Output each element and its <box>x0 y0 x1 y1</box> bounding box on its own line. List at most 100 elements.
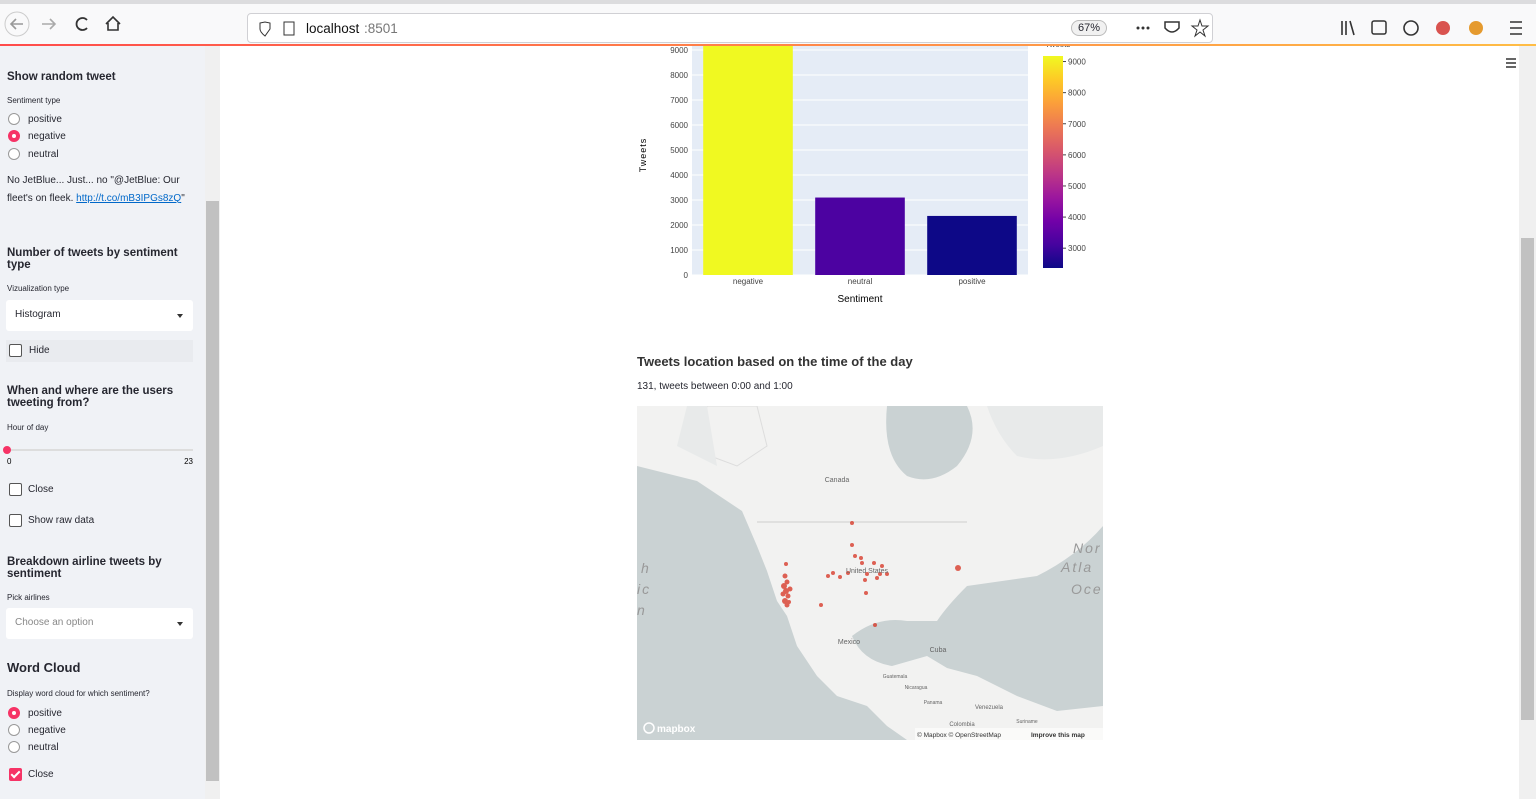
y-tick-label: 9000 <box>670 46 688 55</box>
radio[interactable] <box>8 148 20 160</box>
app-menu[interactable] <box>1504 57 1518 69</box>
improve-map[interactable]: Improve this map <box>1031 732 1085 739</box>
ocean-label: Oce <box>1071 581 1103 597</box>
extension[interactable] <box>1469 21 1483 35</box>
colorbar-tick-label: 6000 <box>1068 151 1086 160</box>
sidebar-toggle[interactable] <box>1371 20 1387 35</box>
section-title: Word Cloud <box>7 660 81 675</box>
map-label: Cuba <box>930 647 947 654</box>
zoom-level[interactable]: 67% <box>1071 20 1108 36</box>
select-placeholder: Choose an option <box>15 617 94 628</box>
sidebar: Show random tweet Sentiment type positiv… <box>0 46 205 799</box>
radio-label[interactable]: negative <box>28 725 66 736</box>
home-button[interactable] <box>105 15 121 31</box>
y-tick-label: 5000 <box>670 146 688 155</box>
scroll-thumb[interactable] <box>206 201 219 781</box>
colorbar-tick-label: 5000 <box>1068 182 1086 191</box>
page-scrollbar[interactable] <box>1519 46 1536 799</box>
y-tick-label: 1000 <box>670 246 688 255</box>
library[interactable] <box>1341 20 1355 36</box>
colorbar <box>1043 56 1063 268</box>
map-label: Venezuela <box>975 705 1004 711</box>
ocean-label: Nor <box>1073 540 1102 556</box>
checkbox[interactable] <box>9 344 22 357</box>
account[interactable] <box>1403 20 1419 36</box>
menu[interactable] <box>1510 21 1522 35</box>
select[interactable]: Choose an option <box>6 608 193 639</box>
select-value: Histogram <box>15 309 61 320</box>
widget-label: Sentiment type <box>7 96 61 105</box>
checkbox[interactable] <box>9 483 22 496</box>
url-bar[interactable]: localhost:8501 67% <box>247 13 1213 43</box>
section-heading: Tweets location based on the time of the… <box>637 354 913 369</box>
top-decoration <box>0 44 1536 46</box>
sidebar-scrollbar[interactable] <box>205 46 220 799</box>
colorbar-tick-label: 9000 <box>1068 58 1086 67</box>
colorbar-tick-label: 3000 <box>1068 244 1086 253</box>
y-tick-label: 7000 <box>670 96 688 105</box>
radio[interactable] <box>8 724 20 736</box>
bar <box>703 46 793 276</box>
extension[interactable] <box>1436 21 1450 35</box>
x-tick-label: negative <box>733 277 764 286</box>
radio[interactable] <box>8 741 20 753</box>
ocean-label: ic <box>637 581 651 597</box>
url-port: :8501 <box>364 21 398 36</box>
attribution[interactable]: © Mapbox © OpenStreetMap <box>917 731 1001 739</box>
section-title: When and where are the users tweeting fr… <box>7 385 174 409</box>
slider-max: 23 <box>184 457 193 466</box>
forward-button[interactable] <box>42 18 57 30</box>
colorbar-tick-label: 4000 <box>1068 213 1086 222</box>
checkbox-label[interactable]: Hide <box>29 345 50 356</box>
ocean-label: h <box>641 560 651 576</box>
slider-min: 0 <box>7 457 12 466</box>
colorbar-tick-label: 7000 <box>1068 120 1086 129</box>
tweet-link[interactable]: http://t.co/mB3IPGs8zQ <box>76 192 182 204</box>
radio-label[interactable]: positive <box>28 708 62 719</box>
widget-label: Display word cloud for which sentiment? <box>7 689 150 698</box>
map-label: Mexico <box>838 639 860 646</box>
map-label: Guatemala <box>883 674 908 680</box>
map-label: Panama <box>924 700 943 706</box>
map-label: Colombia <box>949 722 975 728</box>
y-tick-label: 8000 <box>670 71 688 80</box>
checkbox[interactable] <box>9 768 22 781</box>
back-button[interactable] <box>4 11 30 37</box>
x-axis-title: Sentiment <box>837 294 882 305</box>
radio[interactable] <box>8 130 20 142</box>
checkbox-label[interactable]: Show raw data <box>28 515 95 526</box>
tweet-end: " <box>181 192 185 204</box>
slider-handle[interactable] <box>3 446 11 454</box>
reload-button[interactable] <box>75 17 88 31</box>
widget-label: Pick airlines <box>7 593 50 602</box>
radio-label[interactable]: neutral <box>28 149 59 160</box>
section-title: Show random tweet <box>7 71 116 83</box>
bookmark[interactable] <box>1190 18 1210 38</box>
radio[interactable] <box>8 707 20 719</box>
x-tick-label: neutral <box>848 277 873 286</box>
checkbox-label[interactable]: Close <box>28 484 54 495</box>
colorbar-title: Tweets <box>1045 46 1070 49</box>
radio-label[interactable]: positive <box>28 114 62 125</box>
slider[interactable]: 0 23 <box>0 442 205 472</box>
y-axis-title: Tweets <box>638 138 648 173</box>
checkbox[interactable] <box>9 514 22 527</box>
y-tick-label: 6000 <box>670 121 688 130</box>
pocket[interactable] <box>1164 21 1180 33</box>
section-title: Breakdown airline tweets by sentiment <box>7 556 162 580</box>
scroll-thumb[interactable] <box>1521 238 1534 720</box>
mapbox-logo[interactable]: mapbox <box>657 724 696 735</box>
caption: 131, tweets between 0:00 and 1:00 <box>637 381 793 392</box>
radio-label[interactable]: negative <box>28 131 66 142</box>
checkbox-label[interactable]: Close <box>28 769 54 780</box>
section-title: Number of tweets by sentiment type <box>7 247 178 271</box>
y-tick-label: 3000 <box>670 196 688 205</box>
map[interactable]: Canada United States Mexico Cuba Guatema… <box>637 406 1103 740</box>
select[interactable]: Histogram <box>6 300 193 331</box>
map-label: Suriname <box>1016 719 1038 725</box>
radio-label[interactable]: neutral <box>28 742 59 753</box>
back-icon <box>9 18 23 30</box>
radio[interactable] <box>8 113 20 125</box>
tweet-text: No JetBlue... Just... no "@JetBlue: Our … <box>7 175 180 204</box>
